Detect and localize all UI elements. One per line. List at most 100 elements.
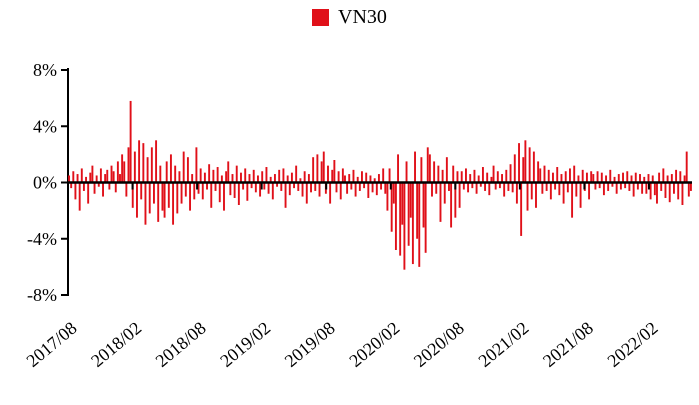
bar bbox=[628, 182, 631, 191]
bar bbox=[532, 151, 535, 183]
x-tick-label: 2022/02 bbox=[604, 318, 662, 371]
bar bbox=[216, 167, 219, 183]
bar bbox=[284, 182, 287, 208]
bar bbox=[125, 182, 128, 197]
x-tick-label: 2020/08 bbox=[410, 318, 468, 371]
bar bbox=[227, 161, 230, 183]
bar bbox=[80, 168, 83, 183]
bar bbox=[473, 169, 476, 183]
bar bbox=[348, 174, 351, 183]
bar bbox=[575, 182, 578, 197]
bar bbox=[108, 182, 111, 190]
bar bbox=[74, 182, 77, 200]
bar bbox=[333, 160, 336, 183]
bar bbox=[490, 176, 493, 183]
bar bbox=[507, 182, 510, 191]
bar bbox=[335, 182, 338, 193]
bar bbox=[656, 182, 658, 204]
bar bbox=[212, 169, 215, 183]
bar bbox=[515, 182, 518, 204]
bar bbox=[144, 182, 147, 225]
bar bbox=[685, 151, 688, 183]
bar bbox=[585, 172, 588, 183]
bar bbox=[562, 182, 565, 204]
bar bbox=[592, 174, 595, 183]
bar bbox=[257, 175, 259, 183]
bar bbox=[68, 175, 71, 183]
bar bbox=[193, 182, 196, 200]
bar bbox=[331, 169, 334, 183]
bar bbox=[295, 165, 298, 183]
bar bbox=[369, 175, 372, 183]
bar bbox=[607, 182, 610, 191]
bar bbox=[206, 182, 208, 190]
bar bbox=[683, 175, 686, 183]
bar bbox=[653, 182, 656, 196]
bar bbox=[161, 182, 164, 211]
bar bbox=[573, 165, 576, 183]
bar bbox=[199, 168, 202, 183]
bar bbox=[91, 165, 94, 183]
bar bbox=[363, 182, 366, 189]
bar bbox=[452, 165, 455, 183]
bar bbox=[263, 182, 266, 190]
bar bbox=[552, 172, 554, 183]
bar bbox=[677, 182, 680, 200]
bar bbox=[588, 182, 591, 200]
bar bbox=[666, 175, 669, 183]
bar bbox=[598, 182, 601, 189]
bar bbox=[344, 175, 346, 183]
bar bbox=[276, 182, 279, 187]
x-tick-label: 2017/08 bbox=[23, 318, 81, 371]
bar bbox=[150, 147, 153, 183]
bar bbox=[223, 182, 225, 211]
bar bbox=[278, 169, 281, 183]
bar bbox=[687, 182, 690, 197]
bar bbox=[337, 171, 340, 183]
y-tick-label: 4% bbox=[33, 116, 57, 136]
bar bbox=[197, 182, 200, 194]
bar bbox=[435, 182, 438, 194]
bar bbox=[397, 154, 399, 183]
bar bbox=[235, 165, 238, 183]
bar bbox=[70, 182, 73, 189]
bar bbox=[537, 161, 540, 183]
bar bbox=[273, 174, 276, 183]
bar bbox=[140, 182, 143, 200]
y-tick-label: -8% bbox=[27, 285, 57, 305]
bar bbox=[673, 182, 675, 194]
bar bbox=[416, 182, 419, 239]
bar bbox=[155, 140, 158, 183]
bar bbox=[477, 175, 480, 183]
bar bbox=[286, 175, 289, 183]
bar bbox=[87, 182, 90, 204]
bar bbox=[167, 182, 170, 208]
bar bbox=[509, 164, 512, 183]
bar bbox=[590, 171, 593, 183]
x-tick-label: 2021/02 bbox=[474, 318, 532, 371]
bar bbox=[93, 182, 96, 194]
bar bbox=[377, 174, 380, 183]
bar bbox=[299, 178, 302, 183]
bar bbox=[310, 182, 312, 193]
bar bbox=[346, 182, 349, 194]
bar bbox=[668, 182, 671, 203]
bar bbox=[492, 165, 495, 183]
bar bbox=[496, 171, 499, 183]
bar bbox=[184, 182, 187, 197]
bar bbox=[373, 178, 376, 183]
bar bbox=[469, 174, 472, 183]
bar bbox=[85, 176, 87, 183]
bar bbox=[106, 169, 109, 183]
x-tick-label: 2019/02 bbox=[216, 318, 274, 371]
legend-label-vn30: VN30 bbox=[338, 6, 387, 28]
bar bbox=[526, 182, 529, 211]
bar bbox=[617, 174, 620, 183]
bar bbox=[178, 171, 181, 183]
bar bbox=[411, 182, 414, 265]
bar bbox=[99, 168, 102, 183]
bar bbox=[318, 182, 321, 197]
bar bbox=[471, 182, 474, 189]
bar bbox=[329, 182, 332, 204]
